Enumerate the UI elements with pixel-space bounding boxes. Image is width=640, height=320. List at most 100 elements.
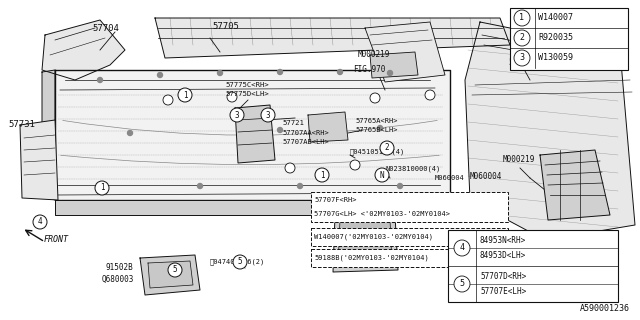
- Circle shape: [230, 108, 244, 122]
- Circle shape: [337, 69, 342, 75]
- Text: 2: 2: [385, 143, 389, 153]
- Polygon shape: [55, 70, 450, 200]
- Polygon shape: [338, 220, 392, 267]
- Text: M060004: M060004: [470, 172, 502, 181]
- Circle shape: [218, 70, 223, 76]
- Text: Q680003: Q680003: [102, 275, 134, 284]
- Text: 57707G<LH> <'02MY0103-'02MY0104>: 57707G<LH> <'02MY0103-'02MY0104>: [314, 212, 450, 218]
- Text: 57721: 57721: [282, 120, 304, 126]
- Text: 3: 3: [235, 110, 239, 119]
- Text: 57765B<LH>: 57765B<LH>: [355, 127, 397, 133]
- Polygon shape: [148, 261, 193, 288]
- Circle shape: [168, 263, 182, 277]
- Circle shape: [261, 108, 275, 122]
- Circle shape: [378, 125, 383, 131]
- Text: 57707F<RH>: 57707F<RH>: [314, 196, 356, 203]
- Text: 4: 4: [460, 244, 465, 252]
- Text: W140007: W140007: [538, 13, 573, 22]
- Text: 57707AA<RH>: 57707AA<RH>: [282, 130, 329, 136]
- FancyBboxPatch shape: [448, 230, 618, 302]
- Text: M000219: M000219: [503, 155, 536, 164]
- FancyBboxPatch shape: [311, 192, 508, 222]
- Text: 1: 1: [520, 13, 525, 22]
- Circle shape: [95, 181, 109, 195]
- Circle shape: [397, 183, 403, 188]
- Circle shape: [387, 70, 392, 76]
- Text: R920035: R920035: [538, 34, 573, 43]
- Circle shape: [97, 77, 102, 83]
- Text: 3: 3: [520, 53, 525, 62]
- Circle shape: [514, 10, 530, 26]
- Text: ⑥045105120(4): ⑥045105120(4): [350, 148, 405, 155]
- Text: 5: 5: [173, 266, 177, 275]
- Text: N023810000(4): N023810000(4): [385, 165, 440, 172]
- Circle shape: [350, 160, 360, 170]
- Text: 5: 5: [237, 258, 243, 267]
- Text: 4: 4: [38, 218, 42, 227]
- Text: 1: 1: [100, 183, 104, 193]
- Circle shape: [178, 88, 192, 102]
- Text: FRONT: FRONT: [44, 236, 69, 244]
- Text: 57707D<RH>: 57707D<RH>: [480, 272, 526, 281]
- Text: A590001236: A590001236: [580, 304, 630, 313]
- Polygon shape: [55, 200, 450, 215]
- Polygon shape: [370, 52, 418, 78]
- Circle shape: [454, 240, 470, 256]
- FancyBboxPatch shape: [510, 8, 628, 70]
- Text: 57765A<RH>: 57765A<RH>: [355, 118, 397, 124]
- Polygon shape: [42, 20, 125, 80]
- Text: M060004: M060004: [435, 175, 465, 181]
- Circle shape: [97, 183, 102, 188]
- Text: 91502B: 91502B: [105, 263, 132, 272]
- Text: 57705: 57705: [212, 22, 239, 31]
- Text: 1: 1: [320, 171, 324, 180]
- Text: 57775D<LH>: 57775D<LH>: [225, 91, 269, 97]
- Circle shape: [278, 127, 282, 132]
- Polygon shape: [140, 255, 200, 295]
- Circle shape: [127, 131, 132, 135]
- Text: 84953D<LH>: 84953D<LH>: [480, 252, 526, 260]
- Polygon shape: [308, 112, 348, 142]
- Circle shape: [227, 92, 237, 102]
- Text: ⑥047406166(2): ⑥047406166(2): [210, 258, 265, 265]
- Text: W140007('02MY0103-'02MY0104): W140007('02MY0103-'02MY0104): [314, 234, 433, 240]
- Circle shape: [33, 215, 47, 229]
- Text: 57704: 57704: [92, 24, 119, 33]
- Text: 57711: 57711: [508, 58, 535, 67]
- Text: 57707E<LH>: 57707E<LH>: [480, 287, 526, 296]
- Circle shape: [454, 276, 470, 292]
- Text: 57731: 57731: [8, 120, 35, 129]
- Text: 2: 2: [520, 34, 525, 43]
- Polygon shape: [235, 105, 275, 163]
- Circle shape: [298, 183, 303, 188]
- Text: 5: 5: [460, 279, 465, 289]
- Text: M000219: M000219: [358, 50, 390, 59]
- Text: 57707AB<LH>: 57707AB<LH>: [282, 139, 329, 145]
- Text: 59188B('02MY0103-'02MY0104): 59188B('02MY0103-'02MY0104): [314, 255, 429, 261]
- Text: W130059: W130059: [538, 53, 573, 62]
- Circle shape: [425, 90, 435, 100]
- Circle shape: [198, 183, 202, 188]
- Circle shape: [514, 30, 530, 46]
- Text: 3: 3: [266, 110, 270, 119]
- Circle shape: [375, 168, 389, 182]
- Circle shape: [157, 73, 163, 77]
- Polygon shape: [155, 18, 510, 58]
- Text: 1: 1: [182, 91, 188, 100]
- Polygon shape: [365, 22, 445, 82]
- Text: N: N: [380, 171, 384, 180]
- Polygon shape: [465, 22, 635, 240]
- FancyBboxPatch shape: [311, 249, 508, 267]
- Circle shape: [370, 93, 380, 103]
- FancyBboxPatch shape: [311, 228, 508, 246]
- Circle shape: [233, 255, 247, 269]
- Circle shape: [278, 69, 282, 75]
- Polygon shape: [42, 70, 55, 200]
- Polygon shape: [333, 215, 398, 272]
- Text: 84953N<RH>: 84953N<RH>: [480, 236, 526, 244]
- Circle shape: [514, 50, 530, 66]
- Circle shape: [315, 168, 329, 182]
- Circle shape: [285, 163, 295, 173]
- Circle shape: [163, 95, 173, 105]
- Circle shape: [380, 141, 394, 155]
